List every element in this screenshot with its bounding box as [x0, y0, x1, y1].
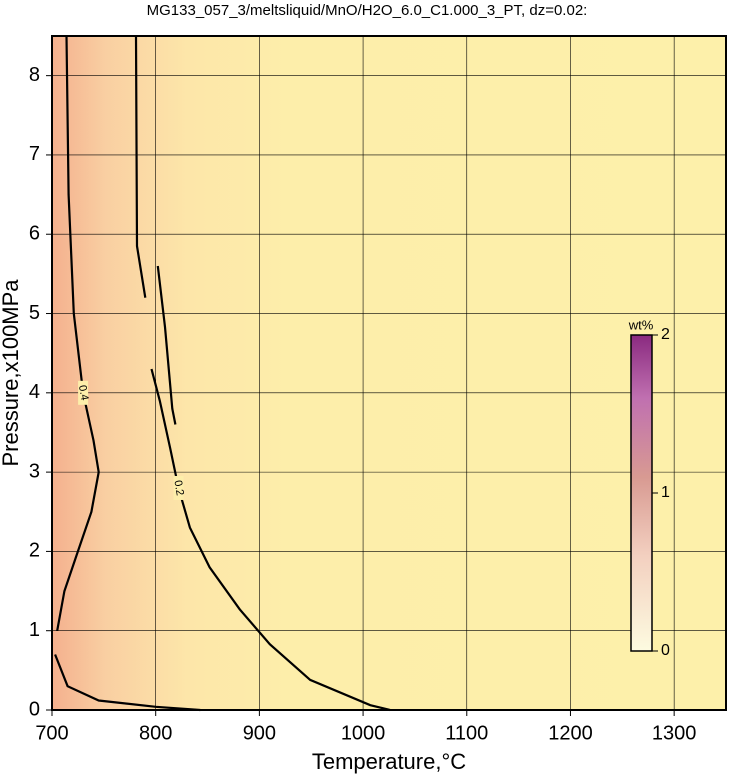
- y-tick-label: 2: [29, 540, 40, 562]
- contour-line: [134, 35, 391, 712]
- x-tick-label: 700: [35, 722, 68, 744]
- y-tick-label: 5: [29, 302, 40, 324]
- y-tick-label: 8: [29, 64, 40, 86]
- plot-frame: [51, 35, 727, 711]
- colorbar: [630, 334, 653, 652]
- contour-line: [54, 35, 201, 712]
- y-tick-label: 7: [29, 143, 40, 165]
- colorbar-tick-label: 2: [661, 326, 670, 343]
- x-tick-label: 900: [243, 722, 276, 744]
- x-axis-label: Temperature,°C: [312, 749, 466, 774]
- colorbar-tick-label: 1: [661, 484, 670, 501]
- x-tick-label: 1000: [341, 722, 386, 744]
- contour-label-bg: [78, 380, 89, 405]
- x-tick-label: 1300: [652, 722, 697, 744]
- y-tick-label: 1: [29, 619, 40, 641]
- colorbar-label: wt%: [628, 317, 654, 332]
- y-tick-label: 6: [29, 223, 40, 245]
- x-tick-label: 800: [139, 722, 172, 744]
- x-tick-label: 1200: [548, 722, 593, 744]
- plot-background: [52, 36, 726, 710]
- y-tick-label: 3: [29, 460, 40, 482]
- y-tick-label: 4: [29, 381, 40, 403]
- chart-title: MG133_057_3/meltsliquid/MnO/H2O_6.0_C1.0…: [147, 2, 588, 19]
- contour-label: 0.4: [76, 384, 90, 401]
- contour-label: 0.2: [171, 479, 185, 496]
- colorbar-tick-label: 0: [661, 642, 670, 659]
- y-tick-label: 0: [29, 698, 40, 720]
- plot-area: 0.2 0.4: [51, 35, 726, 712]
- contour-label-bg: [173, 475, 184, 500]
- y-axis-label: Pressure,x100MPa: [0, 279, 23, 467]
- x-tick-label: 1100: [445, 722, 488, 744]
